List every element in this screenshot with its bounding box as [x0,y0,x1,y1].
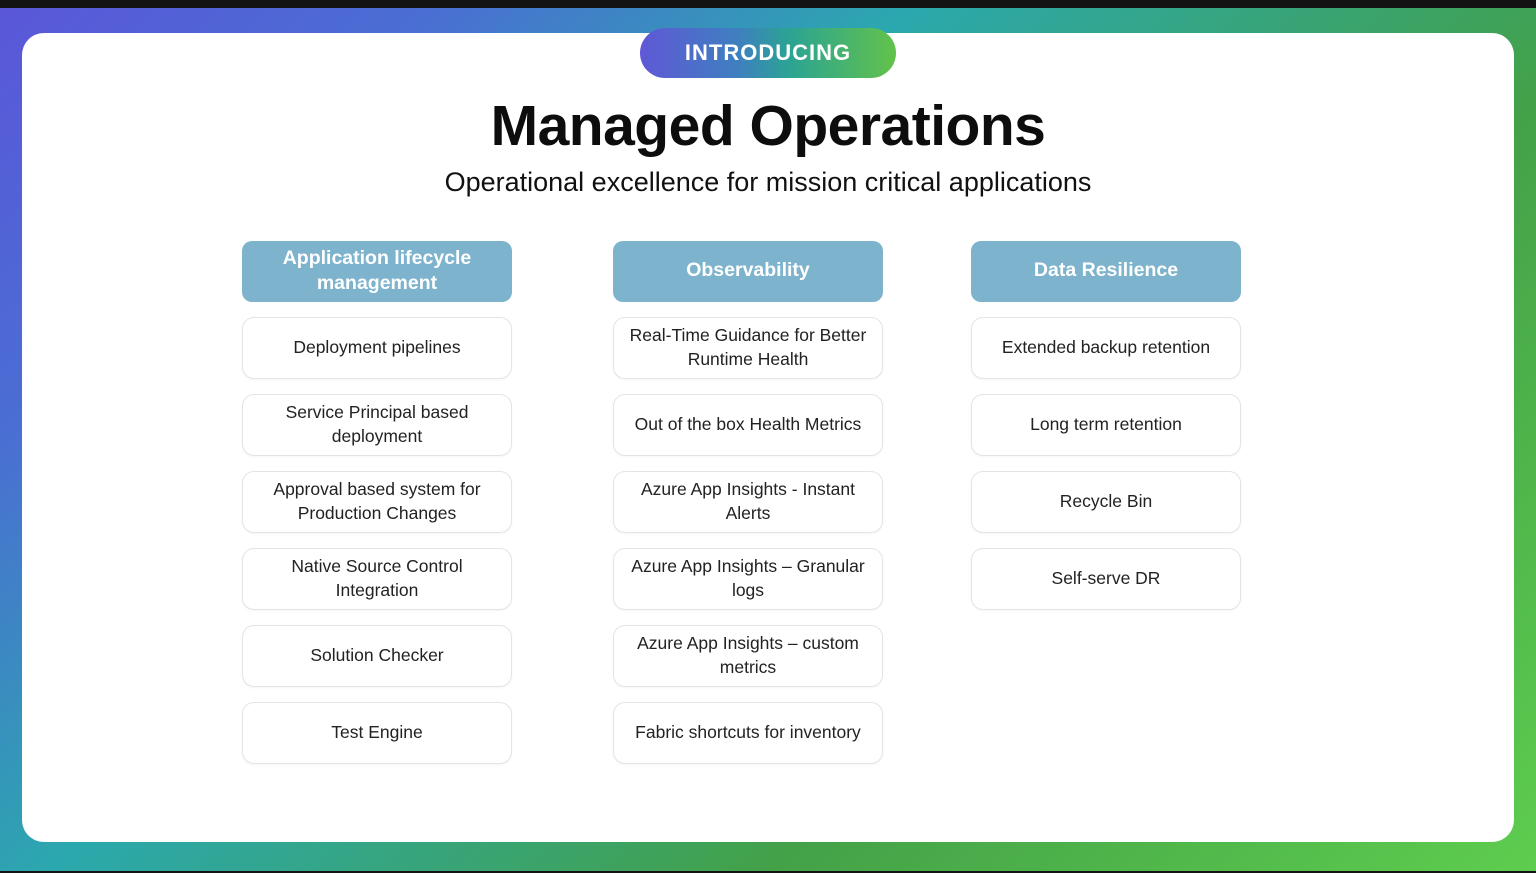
feature-card-native-source-control-integration: Native Source Control Integration [242,547,512,610]
feature-card-extended-backup-retention: Extended backup retention [971,316,1241,379]
feature-card-real-time-guidance: Real-Time Guidance for Better Runtime He… [613,316,883,379]
feature-card-app-insights-custom-metrics: Azure App Insights – custom metrics [613,624,883,687]
column-data-resilience: Data Resilience Extended backup retentio… [971,240,1241,764]
page-title: Managed Operations [490,94,1046,158]
feature-card-app-insights-instant-alerts: Azure App Insights - Instant Alerts [613,470,883,533]
feature-card-service-principal-based-deployment: Service Principal based deployment [242,393,512,456]
introducing-badge: INTRODUCING [640,28,896,78]
feature-card-self-serve-dr: Self-serve DR [971,547,1241,610]
slide-card: INTRODUCING Managed Operations Operation… [22,28,1514,842]
feature-card-solution-checker: Solution Checker [242,624,512,687]
introducing-badge-label: INTRODUCING [684,40,852,65]
feature-card-app-insights-granular-logs: Azure App Insights – Granular logs [613,547,883,610]
feature-card-long-term-retention: Long term retention [971,393,1241,456]
column-header-application-lifecycle-management: Application lifecycle management [242,240,512,302]
column-header-observability: Observability [613,240,883,302]
column-application-lifecycle-management: Application lifecycle management Deploym… [242,240,512,764]
feature-card-fabric-shortcuts-for-inventory: Fabric shortcuts for inventory [613,701,883,764]
feature-card-recycle-bin: Recycle Bin [971,470,1241,533]
feature-card-deployment-pipelines: Deployment pipelines [242,316,512,379]
page-subtitle: Operational excellence for mission criti… [444,166,1092,197]
feature-card-test-engine: Test Engine [242,701,512,764]
column-observability: Observability Real-Time Guidance for Bet… [613,240,883,764]
feature-columns: Application lifecycle management Deploym… [242,240,1514,764]
column-header-data-resilience: Data Resilience [971,240,1241,302]
feature-card-approval-based-system: Approval based system for Production Cha… [242,470,512,533]
feature-card-out-of-the-box-health-metrics: Out of the box Health Metrics [613,393,883,456]
